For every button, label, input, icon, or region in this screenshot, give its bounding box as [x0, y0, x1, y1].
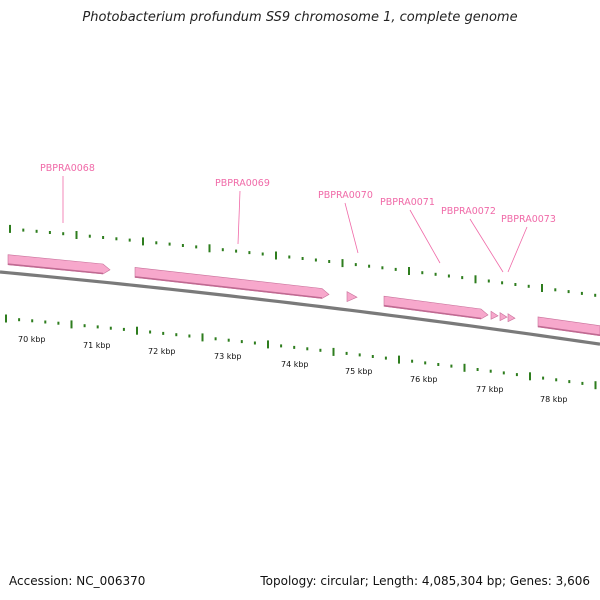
gene-arrow: [134, 267, 330, 299]
gene-arrow: [507, 313, 516, 323]
kbp-scale-label: 76 kbp: [410, 375, 438, 384]
map-title: Photobacterium profundum SS9 chromosome …: [82, 10, 518, 25]
backbone-track: [0, 270, 600, 346]
gene-arrow: [499, 312, 508, 322]
backbone-line: [0, 270, 600, 346]
gene-leader-line: [344, 202, 359, 254]
gene-label: PBPRA0073: [501, 214, 556, 225]
gene-track: [7, 254, 600, 337]
gene-label: PBPRA0072: [441, 206, 496, 217]
gene-arrow: [7, 254, 111, 275]
gene-label: PBPRA0071: [380, 197, 435, 208]
gene-arrow: [490, 310, 499, 320]
gene-arrow-edge: [537, 325, 600, 336]
gene-leader-line: [237, 190, 241, 245]
gene-leader-line: [469, 218, 504, 273]
gene-arrow-edge: [134, 276, 323, 299]
gene-callouts: PBPRA0068 PBPRA0069 PBPRA0070 PBPRA0071 PBPR…: [40, 163, 556, 273]
accession-label: Accession: NC_006370: [9, 574, 146, 588]
gene-arrow: [346, 291, 358, 303]
gene-leader-line: [507, 226, 528, 273]
kbp-scale-label: 75 kbp: [345, 367, 373, 376]
gene-label: PBPRA0069: [215, 178, 270, 189]
gene-arrow: [383, 295, 489, 320]
scale-labels: 70 kbp 71 kbp 72 kbp 73 kbp 74 kbp 75 kbp 76 k…: [18, 335, 568, 404]
kbp-scale-label: 72 kbp: [148, 347, 176, 356]
kbp-scale-label: 71 kbp: [83, 341, 111, 350]
kbp-scale-label: 78 kbp: [540, 395, 568, 404]
gene-label: PBPRA0070: [318, 190, 373, 201]
gene-leader-line: [409, 209, 441, 264]
gene-label: PBPRA0068: [40, 163, 95, 174]
gene-arrow-edge: [7, 263, 104, 275]
kbp-scale-label: 77 kbp: [476, 385, 504, 394]
inner-tick-track: [5, 314, 597, 390]
outer-tick-track: [9, 224, 597, 297]
genome-summary: Topology: circular; Length: 4,085,304 bp…: [260, 574, 590, 588]
kbp-scale-label: 74 kbp: [281, 360, 309, 369]
gene-arrow: [537, 316, 600, 337]
kbp-scale-label: 73 kbp: [214, 352, 242, 361]
kbp-scale-label: 70 kbp: [18, 335, 46, 344]
gene-arrow-edge: [383, 304, 482, 320]
